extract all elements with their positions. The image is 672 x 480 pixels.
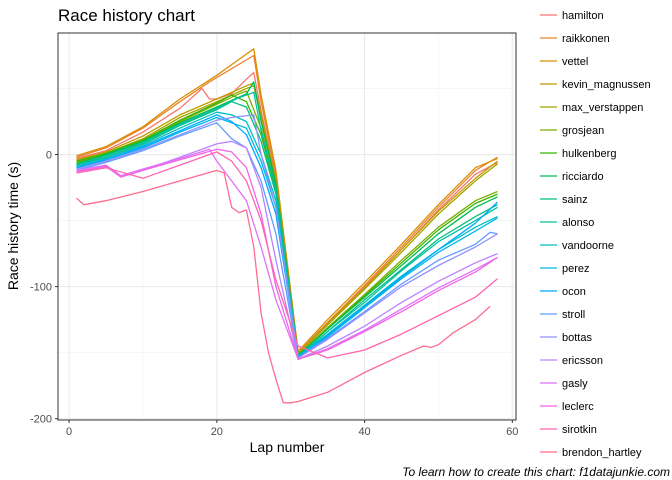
- legend-label-sainz: sainz: [562, 194, 588, 206]
- legend-label-hamilton: hamilton: [562, 10, 604, 22]
- legend-label-stroll: stroll: [562, 309, 585, 321]
- legend-label-vettel: vettel: [562, 56, 588, 68]
- x-tick-label: 0: [66, 426, 72, 438]
- legend-label-max-verstappen: max_verstappen: [562, 102, 643, 114]
- plot-panel-border: [57, 32, 517, 421]
- y-tick-label: -200: [30, 414, 52, 426]
- series-line-perez: [76, 116, 498, 359]
- series-line-alonso: [76, 91, 498, 358]
- y-tick-label: -100: [30, 282, 52, 294]
- legend-label-vandoorne: vandoorne: [562, 240, 614, 252]
- series-line-hulkenberg: [76, 94, 498, 356]
- series-line-ricciardo: [76, 81, 498, 356]
- series-line-ocon: [76, 114, 498, 358]
- x-axis-title: Lap number: [250, 439, 325, 455]
- legend-label-grosjean: grosjean: [562, 125, 604, 137]
- chart-title: Race history chart: [58, 6, 195, 25]
- legend-label-ocon: ocon: [562, 286, 586, 298]
- legend-label-bottas: bottas: [562, 332, 592, 344]
- legend-label-gasly: gasly: [562, 378, 588, 390]
- y-axis: -200 -100 0: [30, 150, 58, 426]
- y-axis-title: Race history time (s): [5, 162, 21, 290]
- series-line-brendon-hartley: [76, 169, 491, 404]
- x-axis: 0 20 40 60: [66, 420, 518, 438]
- series-lines: [76, 48, 498, 404]
- y-tick-label: 0: [46, 150, 52, 162]
- series-line-raikkonen: [76, 54, 498, 354]
- series-line-stroll: [76, 122, 498, 359]
- x-tick-label: 20: [211, 426, 223, 438]
- chart-caption: To learn how to create this chart: f1dat…: [402, 465, 670, 479]
- legend-label-ricciardo: ricciardo: [562, 171, 604, 183]
- series-line-sainz: [76, 101, 498, 358]
- plot-panel: [57, 32, 517, 421]
- series-line-vettel: [76, 48, 498, 352]
- legend-label-perez: perez: [562, 263, 590, 275]
- series-line-bottas: [76, 114, 498, 359]
- legend-label-leclerc: leclerc: [562, 401, 594, 413]
- legend-label-sirotkin: sirotkin: [562, 424, 597, 436]
- legend: hamilton raikkonen vettel kevin_magnussenma…: [540, 10, 651, 459]
- legend-label-kevin-magnussen: kevin_magnussen: [562, 79, 651, 91]
- legend-label-brendon-hartley: brendon_hartley: [562, 447, 642, 459]
- legend-label-raikkonen: raikkonen: [562, 33, 610, 45]
- legend-label-alonso: alonso: [562, 217, 594, 229]
- series-line-gasly: [76, 148, 498, 360]
- series-line-sirotkin: [76, 151, 498, 359]
- series-line-leclerc: [76, 148, 498, 360]
- legend-label-hulkenberg: hulkenberg: [562, 148, 616, 160]
- x-tick-label: 40: [358, 426, 370, 438]
- x-tick-label: 60: [506, 426, 518, 438]
- legend-label-ericsson: ericsson: [562, 355, 603, 367]
